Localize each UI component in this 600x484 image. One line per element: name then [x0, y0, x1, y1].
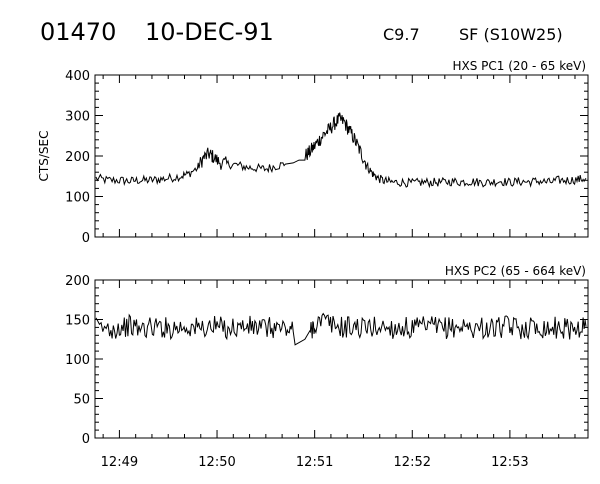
panel1-y-tick-label: 300 [65, 110, 90, 125]
goes-class: C9.7 [383, 25, 420, 44]
panel2-y-tick-label: 0 [82, 432, 90, 447]
panel2-plot-frame [94, 279, 589, 439]
x-tick-label: 12:52 [394, 455, 431, 470]
panel2-y-tick-label: 100 [65, 353, 90, 368]
event-id: 01470 [40, 18, 116, 46]
x-tick-label: 12:50 [198, 455, 235, 470]
panel1-series-line [95, 112, 587, 189]
flare-info: SF (S10W25) [459, 25, 563, 44]
panel2-series-line [95, 312, 587, 346]
panel1-plot-frame [94, 74, 589, 238]
panel2-y-tick-label: 50 [73, 393, 90, 408]
panel2-y-tick-label: 200 [65, 274, 90, 289]
event-date: 10-DEC-91 [145, 18, 274, 46]
x-tick-label: 12:53 [491, 455, 528, 470]
panel1-y-tick-label: 100 [65, 191, 90, 206]
panel1-y-tick-label: 200 [65, 150, 90, 165]
panel1-y-tick-label: 0 [82, 231, 90, 246]
x-tick-label: 12:51 [296, 455, 333, 470]
panel2-title: HXS PC2 (65 - 664 keV) [445, 264, 586, 278]
x-tick-label: 12:49 [101, 455, 138, 470]
panel1-y-axis-label: CTS/SEC [37, 131, 51, 182]
panel1-title: HXS PC1 (20 - 65 keV) [452, 59, 586, 73]
panel1-y-tick-label: 400 [65, 69, 90, 84]
panel2-y-tick-label: 150 [65, 314, 90, 329]
